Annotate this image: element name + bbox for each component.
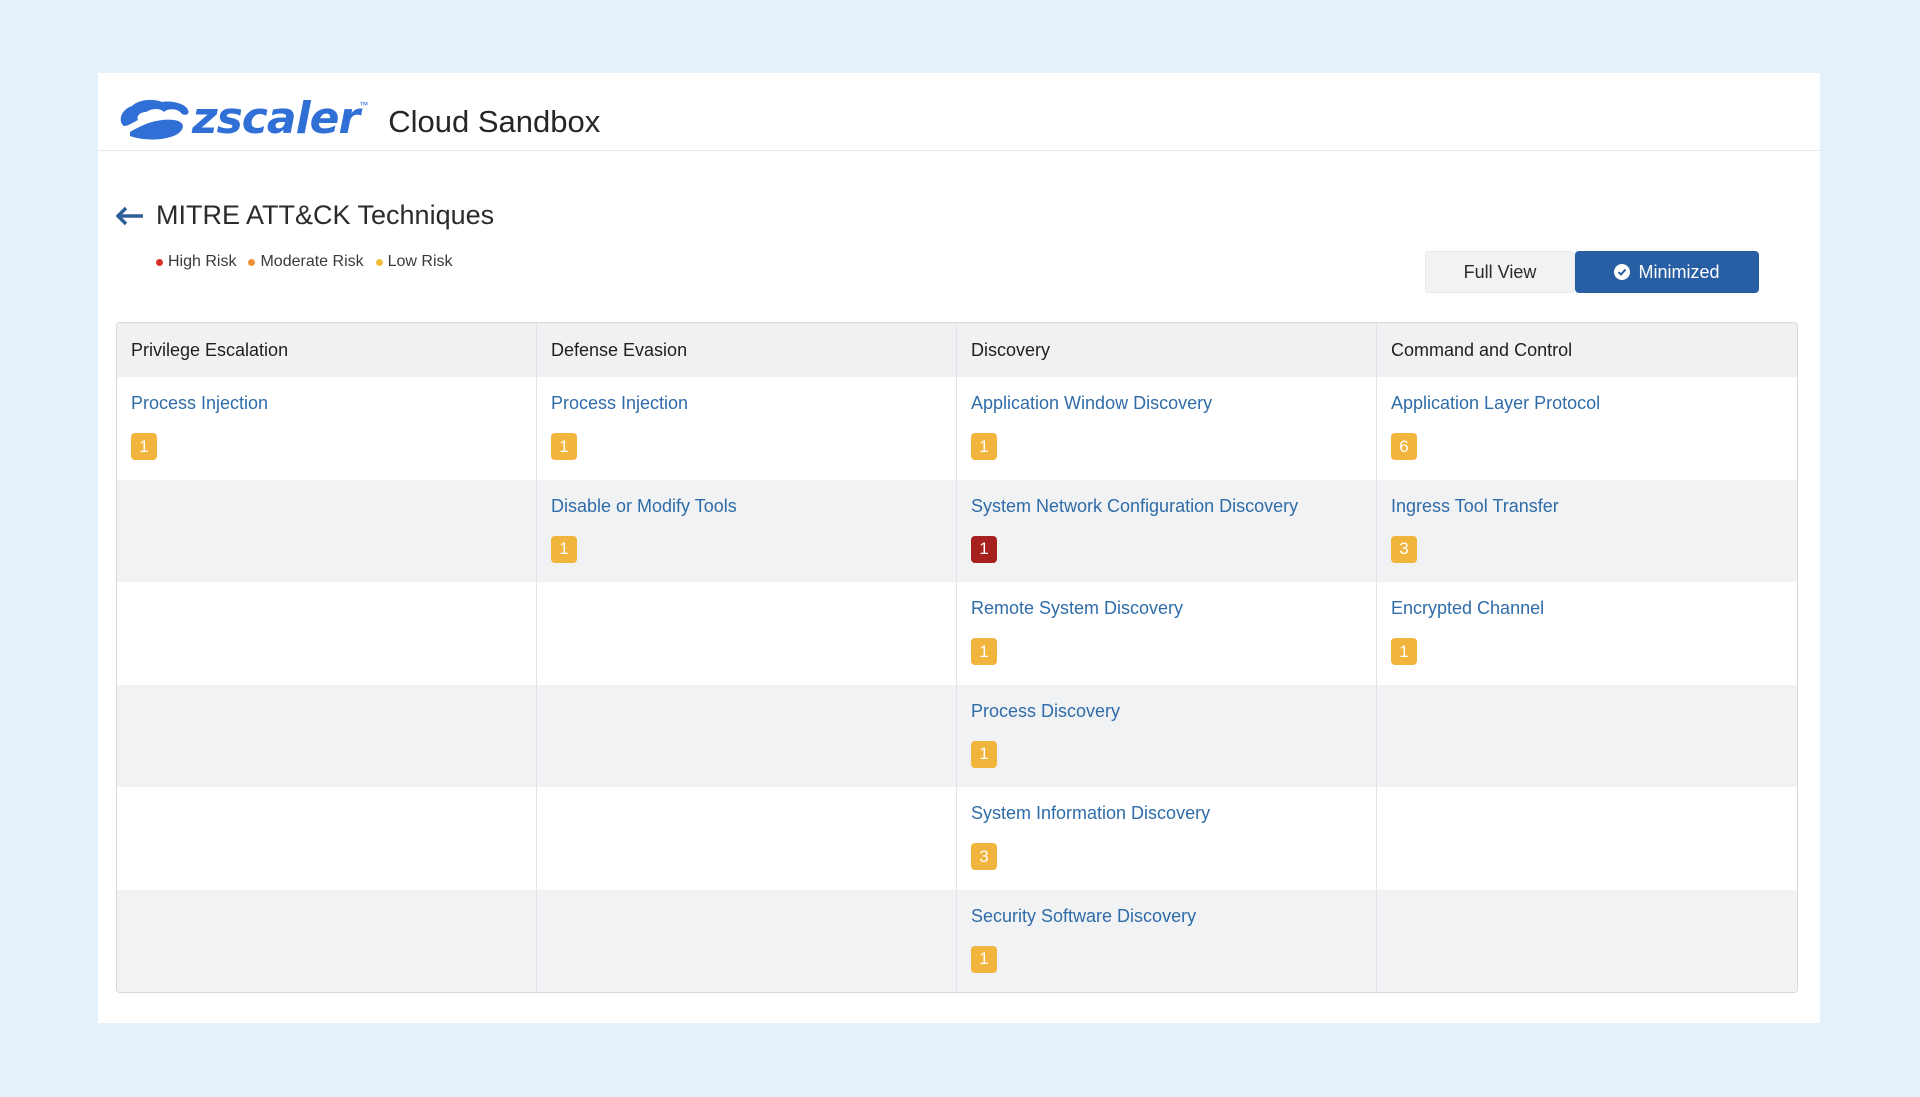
technique-link[interactable]: Process Discovery bbox=[971, 700, 1121, 721]
table-cell bbox=[537, 582, 957, 685]
table-cell bbox=[537, 889, 957, 992]
table-cell: Application Window Discovery 1 bbox=[957, 377, 1377, 480]
technique-link[interactable]: Process Injection bbox=[131, 393, 269, 413]
technique-link[interactable]: Process Injection bbox=[551, 393, 689, 413]
zscaler-cloud-icon bbox=[120, 99, 189, 140]
technique-link[interactable]: System Network Configuration Discovery bbox=[971, 495, 1299, 516]
table-cell bbox=[117, 479, 537, 582]
table-cell bbox=[117, 787, 537, 890]
mitre-techniques-table: Privilege Escalation Defense Evasion Dis… bbox=[116, 322, 1798, 993]
table-cell: System Network Configuration Discovery 1 bbox=[957, 479, 1377, 582]
table-cell bbox=[117, 889, 537, 992]
table-cell: Encrypted Channel 1 bbox=[1377, 582, 1797, 685]
full-view-label: Full View bbox=[1463, 261, 1537, 282]
table-cell bbox=[537, 684, 957, 787]
legend-moderate-risk: Moderate Risk bbox=[248, 253, 364, 271]
technique-link[interactable]: Security Software Discovery bbox=[971, 905, 1197, 926]
table-cell: Disable or Modify Tools 1 bbox=[537, 479, 957, 582]
app-header: zscaler ™ Cloud Sandbox bbox=[98, 73, 1820, 151]
table-row: Security Software Discovery 1 bbox=[117, 889, 1797, 993]
count-badge: 1 bbox=[551, 433, 577, 460]
table-cell bbox=[1377, 787, 1797, 890]
column-header: Privilege Escalation bbox=[117, 323, 537, 377]
table-row: Process Injection 1 Process Injection 1 Appl… bbox=[117, 377, 1797, 480]
technique-link[interactable]: Application Layer Protocol bbox=[1391, 393, 1601, 413]
legend-high-risk: High Risk bbox=[156, 253, 236, 271]
table-cell: Remote System Discovery 1 bbox=[957, 582, 1377, 685]
table-header-row: Privilege Escalation Defense Evasion Dis… bbox=[117, 323, 1797, 377]
count-badge: 1 bbox=[971, 740, 997, 768]
minimized-label: Minimized bbox=[1638, 261, 1720, 282]
table-row: System Information Discovery 3 bbox=[117, 787, 1797, 890]
dot-icon bbox=[248, 258, 256, 266]
sandbox-panel: zscaler ™ Cloud Sandbox MITRE ATT&CK Tec… bbox=[98, 73, 1820, 1023]
technique-link[interactable]: Remote System Discovery bbox=[971, 598, 1184, 618]
count-badge: 1 bbox=[971, 638, 997, 665]
count-badge: 6 bbox=[1391, 433, 1417, 460]
table-row: Remote System Discovery 1 Encrypted Channe… bbox=[117, 582, 1797, 685]
table-cell: Process Injection 1 bbox=[537, 377, 957, 480]
table-cell: Ingress Tool Transfer 3 bbox=[1377, 480, 1797, 583]
dot-icon bbox=[375, 258, 383, 266]
legend-label: Low Risk bbox=[387, 253, 453, 270]
table-cell: Application Layer Protocol 6 bbox=[1377, 377, 1797, 480]
legend-label: High Risk bbox=[168, 253, 237, 270]
table-cell: Process Injection 1 bbox=[117, 377, 537, 480]
column-header: Discovery bbox=[957, 323, 1377, 377]
app-title: Cloud Sandbox bbox=[388, 104, 601, 139]
count-badge: 1 bbox=[971, 945, 997, 973]
table-cell bbox=[1377, 685, 1797, 788]
technique-link[interactable]: Application Window Discovery bbox=[971, 393, 1213, 413]
table-cell bbox=[1377, 890, 1797, 993]
minimized-button[interactable]: Minimized bbox=[1575, 251, 1759, 293]
page-title-row: MITRE ATT&CK Techniques bbox=[116, 200, 494, 231]
technique-link[interactable]: System Information Discovery bbox=[971, 803, 1211, 823]
table-body: Process Injection 1 Process Injection 1 Appl… bbox=[117, 377, 1797, 992]
column-header: Defense Evasion bbox=[537, 323, 957, 377]
legend-label: Moderate Risk bbox=[260, 253, 364, 270]
logo-wordmark: zscaler bbox=[192, 93, 360, 144]
count-badge: 1 bbox=[971, 535, 997, 563]
zscaler-logo: zscaler ™ bbox=[116, 96, 368, 142]
full-view-button[interactable]: Full View bbox=[1425, 251, 1575, 293]
technique-link[interactable]: Disable or Modify Tools bbox=[551, 495, 737, 516]
table-row: Disable or Modify Tools 1 System Network C… bbox=[117, 479, 1797, 583]
check-circle-icon bbox=[1614, 264, 1631, 280]
table-cell bbox=[117, 684, 537, 787]
dot-icon bbox=[156, 258, 163, 266]
count-badge: 1 bbox=[551, 535, 577, 563]
count-badge: 1 bbox=[1391, 638, 1417, 665]
table-cell: Process Discovery 1 bbox=[957, 684, 1377, 787]
page-title: MITRE ATT&CK Techniques bbox=[156, 200, 495, 230]
technique-link[interactable]: Ingress Tool Transfer bbox=[1391, 495, 1559, 516]
table-cell bbox=[537, 787, 957, 890]
view-toggle: Full View Minimized bbox=[1425, 251, 1759, 293]
count-badge: 3 bbox=[971, 843, 997, 870]
arrow-left-icon[interactable] bbox=[116, 206, 144, 226]
count-badge: 1 bbox=[971, 433, 997, 460]
count-badge: 3 bbox=[1391, 535, 1417, 563]
table-row: Process Discovery 1 bbox=[117, 684, 1797, 788]
table-cell: Security Software Discovery 1 bbox=[957, 889, 1377, 992]
legend-low-risk: Low Risk bbox=[375, 253, 453, 271]
technique-link[interactable]: Encrypted Channel bbox=[1391, 598, 1545, 618]
trademark-mark: ™ bbox=[359, 100, 369, 110]
table-cell bbox=[117, 582, 537, 685]
table-cell: System Information Discovery 3 bbox=[957, 787, 1377, 890]
risk-legend: High Risk Moderate Risk Low Risk bbox=[156, 253, 465, 271]
column-header: Command and Control bbox=[1377, 323, 1797, 377]
count-badge: 1 bbox=[131, 433, 157, 460]
